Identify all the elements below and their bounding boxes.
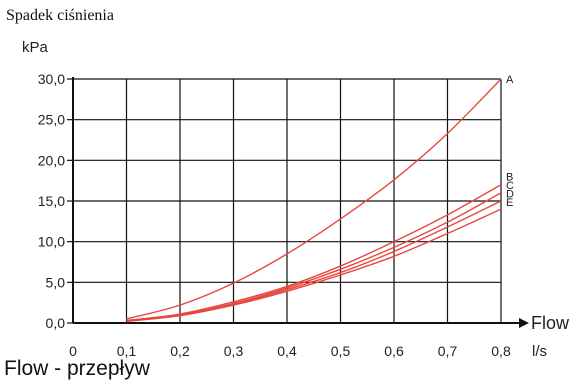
series-line-c bbox=[126, 192, 502, 322]
x-axis-arrow-icon bbox=[519, 318, 529, 328]
series-line-b bbox=[126, 184, 502, 322]
x-axis-label: Flow bbox=[531, 313, 570, 333]
y-tick-label: 25,0 bbox=[38, 112, 65, 128]
x-tick-label: 0,7 bbox=[438, 343, 458, 359]
x-tick-labels: 0 0,1 0,2 0,3 0,4 0,5 0,6 0,7 0,8 bbox=[69, 343, 511, 359]
y-tick-label: 30,0 bbox=[38, 71, 65, 87]
x-tick-label: 0 bbox=[69, 343, 77, 359]
x-tick-label: 0,3 bbox=[224, 343, 244, 359]
y-axis-unit-label: kPa bbox=[22, 39, 49, 56]
chart-title: Spadek ciśnienia bbox=[6, 7, 114, 24]
x-tick-label: 0,5 bbox=[331, 343, 351, 359]
y-tick-label: 0,0 bbox=[46, 315, 66, 331]
y-tick-label: 15,0 bbox=[38, 193, 65, 209]
x-tick-label: 0,1 bbox=[117, 343, 137, 359]
x-tick-label: 0,4 bbox=[277, 343, 297, 359]
x-tick-label: 0,2 bbox=[170, 343, 190, 359]
y-tick-labels: 0,0 5,0 10,0 15,0 20,0 25,0 30,0 bbox=[38, 71, 73, 331]
x-tick-label: 0,6 bbox=[384, 343, 404, 359]
y-tick-label: 5,0 bbox=[46, 274, 66, 290]
caption: Flow - przepływ bbox=[4, 357, 150, 380]
series-label-c: C bbox=[506, 180, 514, 192]
axes bbox=[72, 77, 529, 328]
series-line-d bbox=[126, 200, 502, 322]
series-label-a: A bbox=[506, 74, 514, 86]
series-label-b: B bbox=[506, 172, 513, 184]
y-tick-label: 20,0 bbox=[38, 152, 65, 168]
series-label-e: E bbox=[506, 197, 513, 209]
series-line-a bbox=[126, 78, 502, 320]
y-tick-label: 10,0 bbox=[38, 234, 65, 250]
series-label-d: D bbox=[506, 189, 514, 201]
x-axis-unit-label: l/s bbox=[532, 343, 547, 360]
series-lines bbox=[126, 78, 502, 323]
x-tick-label: 0,8 bbox=[491, 343, 511, 359]
series-line-e bbox=[126, 208, 502, 323]
